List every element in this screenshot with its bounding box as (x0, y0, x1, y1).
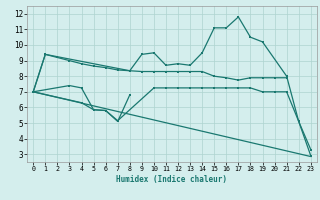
X-axis label: Humidex (Indice chaleur): Humidex (Indice chaleur) (116, 175, 228, 184)
